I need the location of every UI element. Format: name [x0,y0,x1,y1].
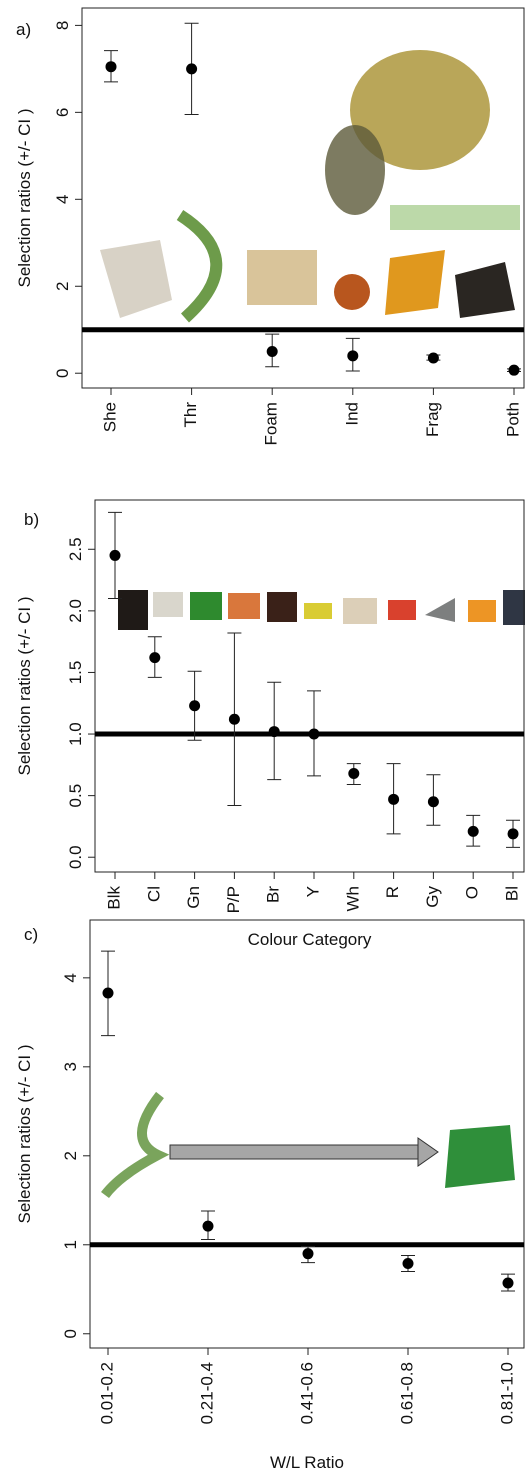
y-tick-label: 2 [61,1151,80,1160]
point [427,796,439,808]
point [202,1220,214,1232]
piece-she [100,240,172,318]
point [149,652,161,664]
point [302,1248,314,1260]
piece [153,592,183,617]
seagrass [390,205,520,230]
x-tick-label: O [463,886,482,899]
point [507,828,519,840]
piece [190,592,222,620]
point [268,726,280,738]
piece-sheet [445,1125,515,1188]
point [402,1257,414,1269]
piece [343,598,377,624]
point [308,728,320,740]
piece [228,593,260,619]
y-tick-label: 3 [61,1062,80,1071]
x-tick-label: Frag [423,402,442,437]
x-tick-label: Br [264,886,283,903]
x-tick-label: Poth [503,402,522,437]
x-tick-label: Bl [502,886,521,901]
piece [304,603,332,619]
arrow-shaft [169,1144,419,1160]
piece-frag [385,250,445,315]
point [508,364,520,376]
y-tick-label: 0 [61,1329,80,1338]
x-tick-label: Foam [262,402,281,445]
x-tick-label: Cl [144,886,163,902]
x-axis-title: W/L Ratio [270,1453,344,1472]
arrow-head [417,1137,439,1167]
plot-frame [89,919,525,1349]
point [467,825,479,837]
panel-label: b) [24,510,39,529]
piece-poth [455,262,515,318]
piece-ind [334,274,370,310]
piece [118,590,148,630]
point [228,713,240,725]
y-tick-label: 4 [53,195,72,204]
x-tick-label: Wh [343,886,362,912]
y-tick-label: 1 [61,1240,80,1249]
x-tick-label: She [100,402,119,432]
illustrations [100,50,525,1199]
x-tick-label: Blk [104,886,123,910]
piece [267,592,297,622]
panel-label: c) [24,925,38,944]
y-tick-label: 6 [53,108,72,117]
piece-foam [247,250,317,305]
y-tick-label: 0.5 [66,784,85,808]
point [186,63,198,75]
x-tick-label: Y [303,886,322,897]
point [102,987,114,999]
x-tick-label: 0.81-1.0 [497,1362,516,1424]
point [266,345,278,357]
x-tick-label: 0.61-0.8 [397,1362,416,1424]
turtle-flipper [325,125,385,215]
x-tick-label: Gn [184,886,203,909]
point [388,793,400,805]
y-tick-label: 8 [53,21,72,30]
piece-thr [176,209,223,323]
y-tick-label: 2.5 [66,537,85,561]
y-tick-label: 1.0 [66,722,85,746]
piece [503,590,525,625]
x-tick-label: Gy [423,886,442,908]
plot-frame [81,7,525,389]
x-tick-label: 0.41-0.6 [297,1362,316,1424]
point [427,352,439,364]
y-axis-title: Selection ratios (+/- CI ) [15,596,34,775]
point [109,549,121,561]
y-axis-title: Selection ratios (+/- CI ) [15,108,34,287]
colour-pieces [118,590,525,630]
piece [425,598,455,622]
piece [468,600,496,622]
y-tick-label: 4 [61,973,80,982]
point [105,61,117,73]
x-axis-title: Colour Category [248,930,372,949]
panel-label: a) [16,20,31,39]
x-tick-label: 0.01-0.2 [97,1362,116,1424]
point [189,700,201,712]
point [348,767,360,779]
piece-thread [101,1091,170,1199]
y-tick-label: 2.0 [66,599,85,623]
x-tick-label: Ind [342,402,361,426]
point [347,350,359,362]
point [502,1277,514,1289]
piece [388,600,416,620]
y-tick-label: 1.5 [66,661,85,685]
y-axis-title: Selection ratios (+/- CI ) [15,1044,34,1223]
x-tick-label: 0.21-0.4 [197,1362,216,1424]
y-tick-label: 0.0 [66,845,85,869]
x-tick-label: R [383,886,402,898]
turtle-illustration [350,50,490,170]
plot-frame [94,499,525,873]
y-tick-label: 2 [53,282,72,291]
x-tick-label: P/P [224,886,243,913]
x-tick-label: Thr [181,402,200,428]
y-tick-label: 0 [53,368,72,377]
